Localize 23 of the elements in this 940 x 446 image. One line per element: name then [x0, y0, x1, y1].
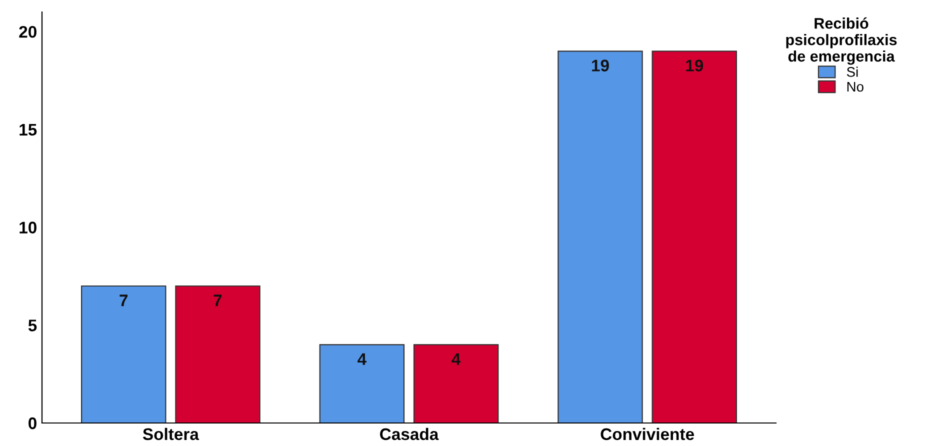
legend-label: Si	[846, 66, 858, 77]
bar	[175, 285, 260, 423]
y-tick-label: 10	[20, 222, 36, 234]
bar	[558, 50, 643, 423]
legend-title: Recibió psicolprofilaxis de emergencia	[786, 17, 897, 65]
data-label: 4	[358, 353, 366, 365]
data-label: 4	[452, 353, 461, 365]
data-label: 7	[120, 294, 128, 306]
bar	[413, 344, 499, 423]
x-tick-label: Conviviente	[600, 428, 694, 440]
data-label: 19	[686, 60, 704, 72]
x-tick-label: Soltera	[142, 428, 200, 440]
data-label: 7	[214, 294, 222, 306]
y-tick-label: 20	[19, 26, 36, 38]
data-label: 19	[592, 60, 609, 72]
y-tick-label: 0	[28, 417, 36, 430]
y-tick-label: 5	[28, 320, 37, 332]
bar	[319, 344, 405, 423]
bar	[652, 50, 737, 423]
x-tick-label: Casada	[380, 428, 439, 440]
bar	[81, 285, 166, 423]
y-tick-label: 15	[20, 124, 37, 136]
legend-label: No	[847, 82, 864, 92]
